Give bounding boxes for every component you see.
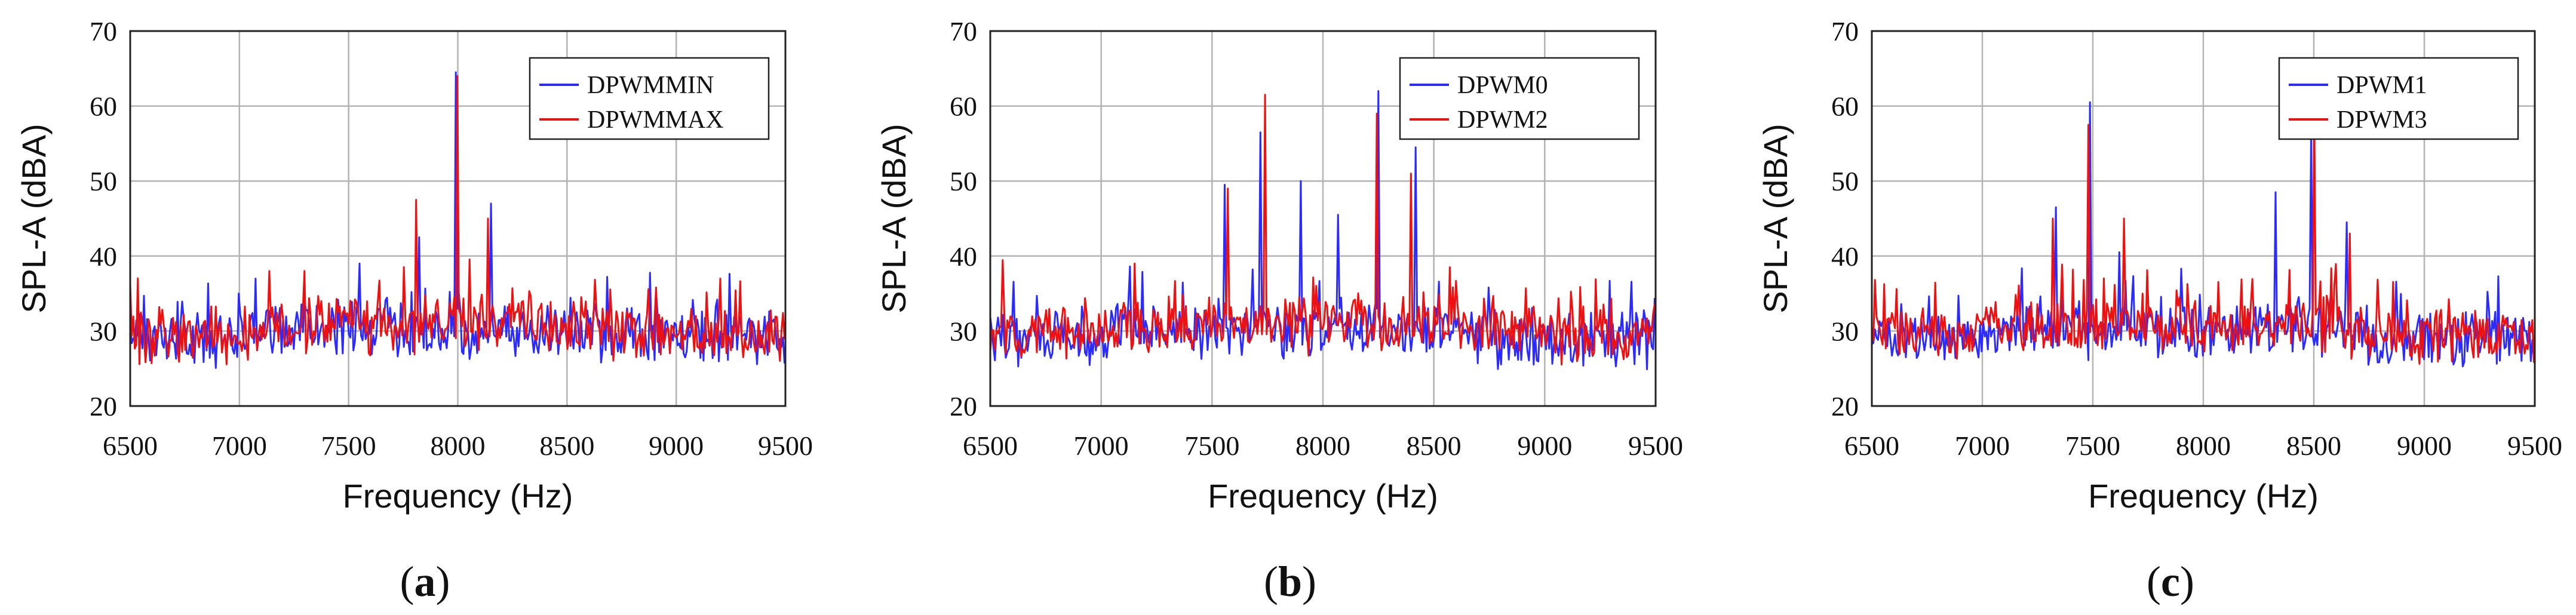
x-tick-label: 6500 (1844, 430, 1899, 461)
y-tick-label: 40 (950, 241, 977, 272)
x-tick-label: 7000 (1955, 430, 2010, 461)
y-axis-label: SPL-A (dBA) (15, 124, 53, 313)
legend-label-dpwm3: DPWM3 (2336, 106, 2427, 134)
legend-box (529, 57, 770, 140)
y-tick-label: 50 (1831, 166, 1859, 196)
panel-caption-letter: a (415, 558, 436, 605)
y-tick-label: 30 (950, 316, 977, 346)
y-tick-label: 70 (1831, 16, 1859, 47)
legend-box (2278, 57, 2519, 140)
x-tick-label: 8500 (539, 430, 594, 461)
y-tick-label: 70 (90, 16, 117, 47)
plot-frame (1871, 30, 2536, 407)
chart-panel-b: 6500 7000 7500 8000 8500 9000 9500 20 30 40 50 60 70… (875, 16, 1683, 605)
x-tick-label: 8500 (2286, 430, 2341, 461)
y-tick-label: 40 (90, 241, 117, 272)
legend-box (1399, 57, 1640, 140)
panel-caption-letter: c (2161, 558, 2180, 605)
x-tick-label: 7500 (1184, 430, 1239, 461)
y-tick-label: 30 (90, 316, 117, 346)
x-tick-label: 9000 (649, 430, 704, 461)
y-axis-label: SPL-A (dBA) (1757, 124, 1794, 313)
x-tick-label: 8000 (431, 430, 486, 461)
x-tick-label: 9000 (2397, 430, 2452, 461)
y-axis-label: SPL-A (dBA) (875, 124, 913, 313)
panel-caption: (b) (1264, 558, 1316, 605)
plot-frame (989, 30, 1657, 407)
y-tick-label: 50 (90, 166, 117, 196)
x-tick-label: 6500 (103, 430, 158, 461)
x-tick-label: 9500 (1628, 430, 1683, 461)
panel-caption: (c) (2147, 558, 2194, 605)
legend-label-dpwm1: DPWM1 (2336, 72, 2427, 99)
x-tick-label: 9000 (1517, 430, 1572, 461)
x-tick-label: 7000 (212, 430, 267, 461)
y-tick-label: 60 (950, 91, 977, 122)
panel-caption: (a) (400, 558, 450, 605)
chart-panel-c: 6500 7000 7500 8000 8500 9000 9500 20 30 40 50 60 70… (1757, 16, 2562, 605)
y-tick-label: 20 (950, 391, 977, 422)
x-tick-label: 7500 (2065, 430, 2120, 461)
y-tick-label: 60 (90, 91, 117, 122)
x-axis-label: Frequency (Hz) (1208, 477, 1438, 515)
y-tick-label: 50 (950, 166, 977, 196)
legend-label-dpwmmin: DPWMMIN (587, 72, 714, 99)
x-tick-label: 7000 (1074, 430, 1129, 461)
legend-label-dpwm0: DPWM0 (1457, 72, 1548, 99)
x-tick-label: 8000 (1295, 430, 1350, 461)
x-tick-label: 7500 (321, 430, 376, 461)
legend-label-dpwmmax: DPWMMAX (587, 106, 724, 134)
legend: DPWMMIN DPWMMAX (529, 57, 770, 140)
x-tick-label: 6500 (963, 430, 1018, 461)
legend: DPWM1 DPWM3 (2278, 57, 2519, 140)
series-line-dpwm2 (989, 94, 1656, 365)
y-tick-label: 70 (950, 16, 977, 47)
y-tick-label: 60 (1831, 91, 1859, 122)
series-line-dpwm3 (1871, 105, 2535, 365)
x-tick-label: 8500 (1407, 430, 1462, 461)
series-line-dpwmmax (129, 75, 785, 365)
x-tick-label: 8000 (2176, 430, 2231, 461)
series-line-dpwmmin (129, 71, 785, 369)
x-axis-label: Frequency (Hz) (2088, 477, 2319, 515)
legend: DPWM0 DPWM2 (1399, 57, 1640, 140)
chart-panel-a: 6500 7000 7500 8000 8500 9000 9500 20 30 40 50 60 70… (15, 16, 813, 605)
y-tick-label: 30 (1831, 316, 1859, 346)
y-tick-label: 20 (90, 391, 117, 422)
legend-label-dpwm2: DPWM2 (1457, 106, 1548, 134)
x-tick-label: 9500 (758, 430, 813, 461)
x-tick-label: 9500 (2507, 430, 2562, 461)
panel-caption-letter: b (1278, 558, 1302, 605)
x-axis-label: Frequency (Hz) (343, 477, 573, 515)
y-tick-label: 40 (1831, 241, 1859, 272)
plot-frame (129, 30, 787, 407)
y-tick-label: 20 (1831, 391, 1859, 422)
